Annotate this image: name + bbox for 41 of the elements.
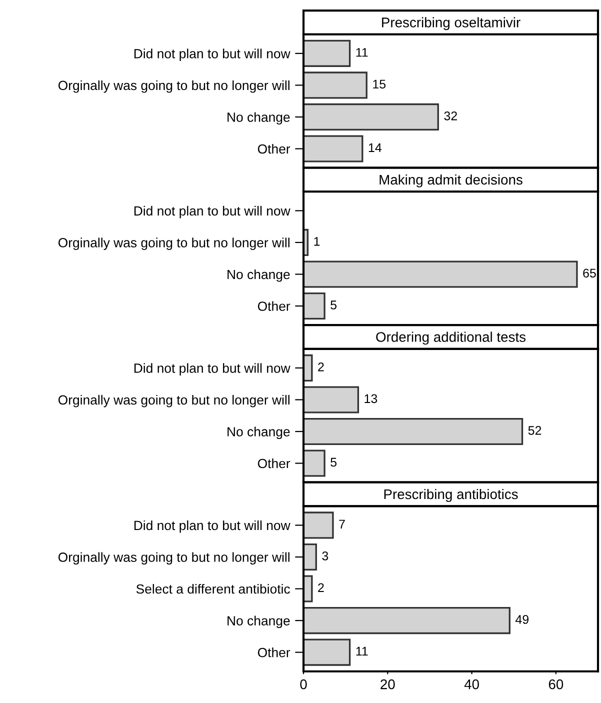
data-label: 11 xyxy=(356,646,368,656)
data-label: 5 xyxy=(330,458,337,467)
y-tick-label: No change xyxy=(228,616,290,628)
x-tick-label: 60 xyxy=(548,679,564,690)
y-tick-label: Did not plan to but will now xyxy=(134,363,290,376)
data-label: 3 xyxy=(322,551,328,560)
y-tick-label: Did not plan to but will now xyxy=(134,48,290,61)
y-tick-label: No change xyxy=(228,269,290,282)
y-tick-label: Other xyxy=(258,144,290,154)
data-label: 52 xyxy=(528,426,542,435)
data-label: 32 xyxy=(444,111,457,120)
data-label: 11 xyxy=(356,48,368,57)
y-tick-label: Orginally was going to but no longer will xyxy=(58,552,290,565)
y-tick-label: Orginally was going to but no longer will xyxy=(58,238,290,250)
y-tick-label: Select a different antibiotic xyxy=(136,584,290,594)
x-tick-label: 40 xyxy=(464,679,479,690)
y-tick-label: Other xyxy=(258,301,290,311)
chart-title: Ordering additional tests xyxy=(376,332,526,345)
chart-title: Making admit decisions xyxy=(380,174,522,188)
data-label: 13 xyxy=(364,394,378,404)
y-tick-label: Did not plan to but will now xyxy=(134,520,290,533)
data-label: 2 xyxy=(318,583,324,592)
data-label: 14 xyxy=(368,143,382,152)
y-tick-label: No change xyxy=(228,426,290,440)
data-label: 1 xyxy=(314,237,320,246)
y-tick-label: Orginally was going to but no longer will xyxy=(58,80,290,93)
data-label: 49 xyxy=(515,615,529,624)
y-tick-label: Orginally was going to but no longer will xyxy=(58,394,290,408)
y-tick-label: Did not plan to but will now xyxy=(134,206,290,218)
data-label: 5 xyxy=(330,300,337,310)
y-tick-label: Other xyxy=(258,458,290,468)
chart-title: Prescribing antibiotics xyxy=(384,488,518,502)
x-tick-label: 0 xyxy=(300,679,307,690)
chart-title: Prescribing oseltamivir xyxy=(382,17,520,30)
y-tick-label: No change xyxy=(228,112,290,124)
y-tick-label: Other xyxy=(258,648,290,658)
data-label: 65 xyxy=(583,268,596,278)
data-label: 7 xyxy=(339,520,345,528)
x-tick-label: 20 xyxy=(380,679,395,690)
data-label: 15 xyxy=(373,80,386,89)
data-label: 2 xyxy=(318,362,324,372)
